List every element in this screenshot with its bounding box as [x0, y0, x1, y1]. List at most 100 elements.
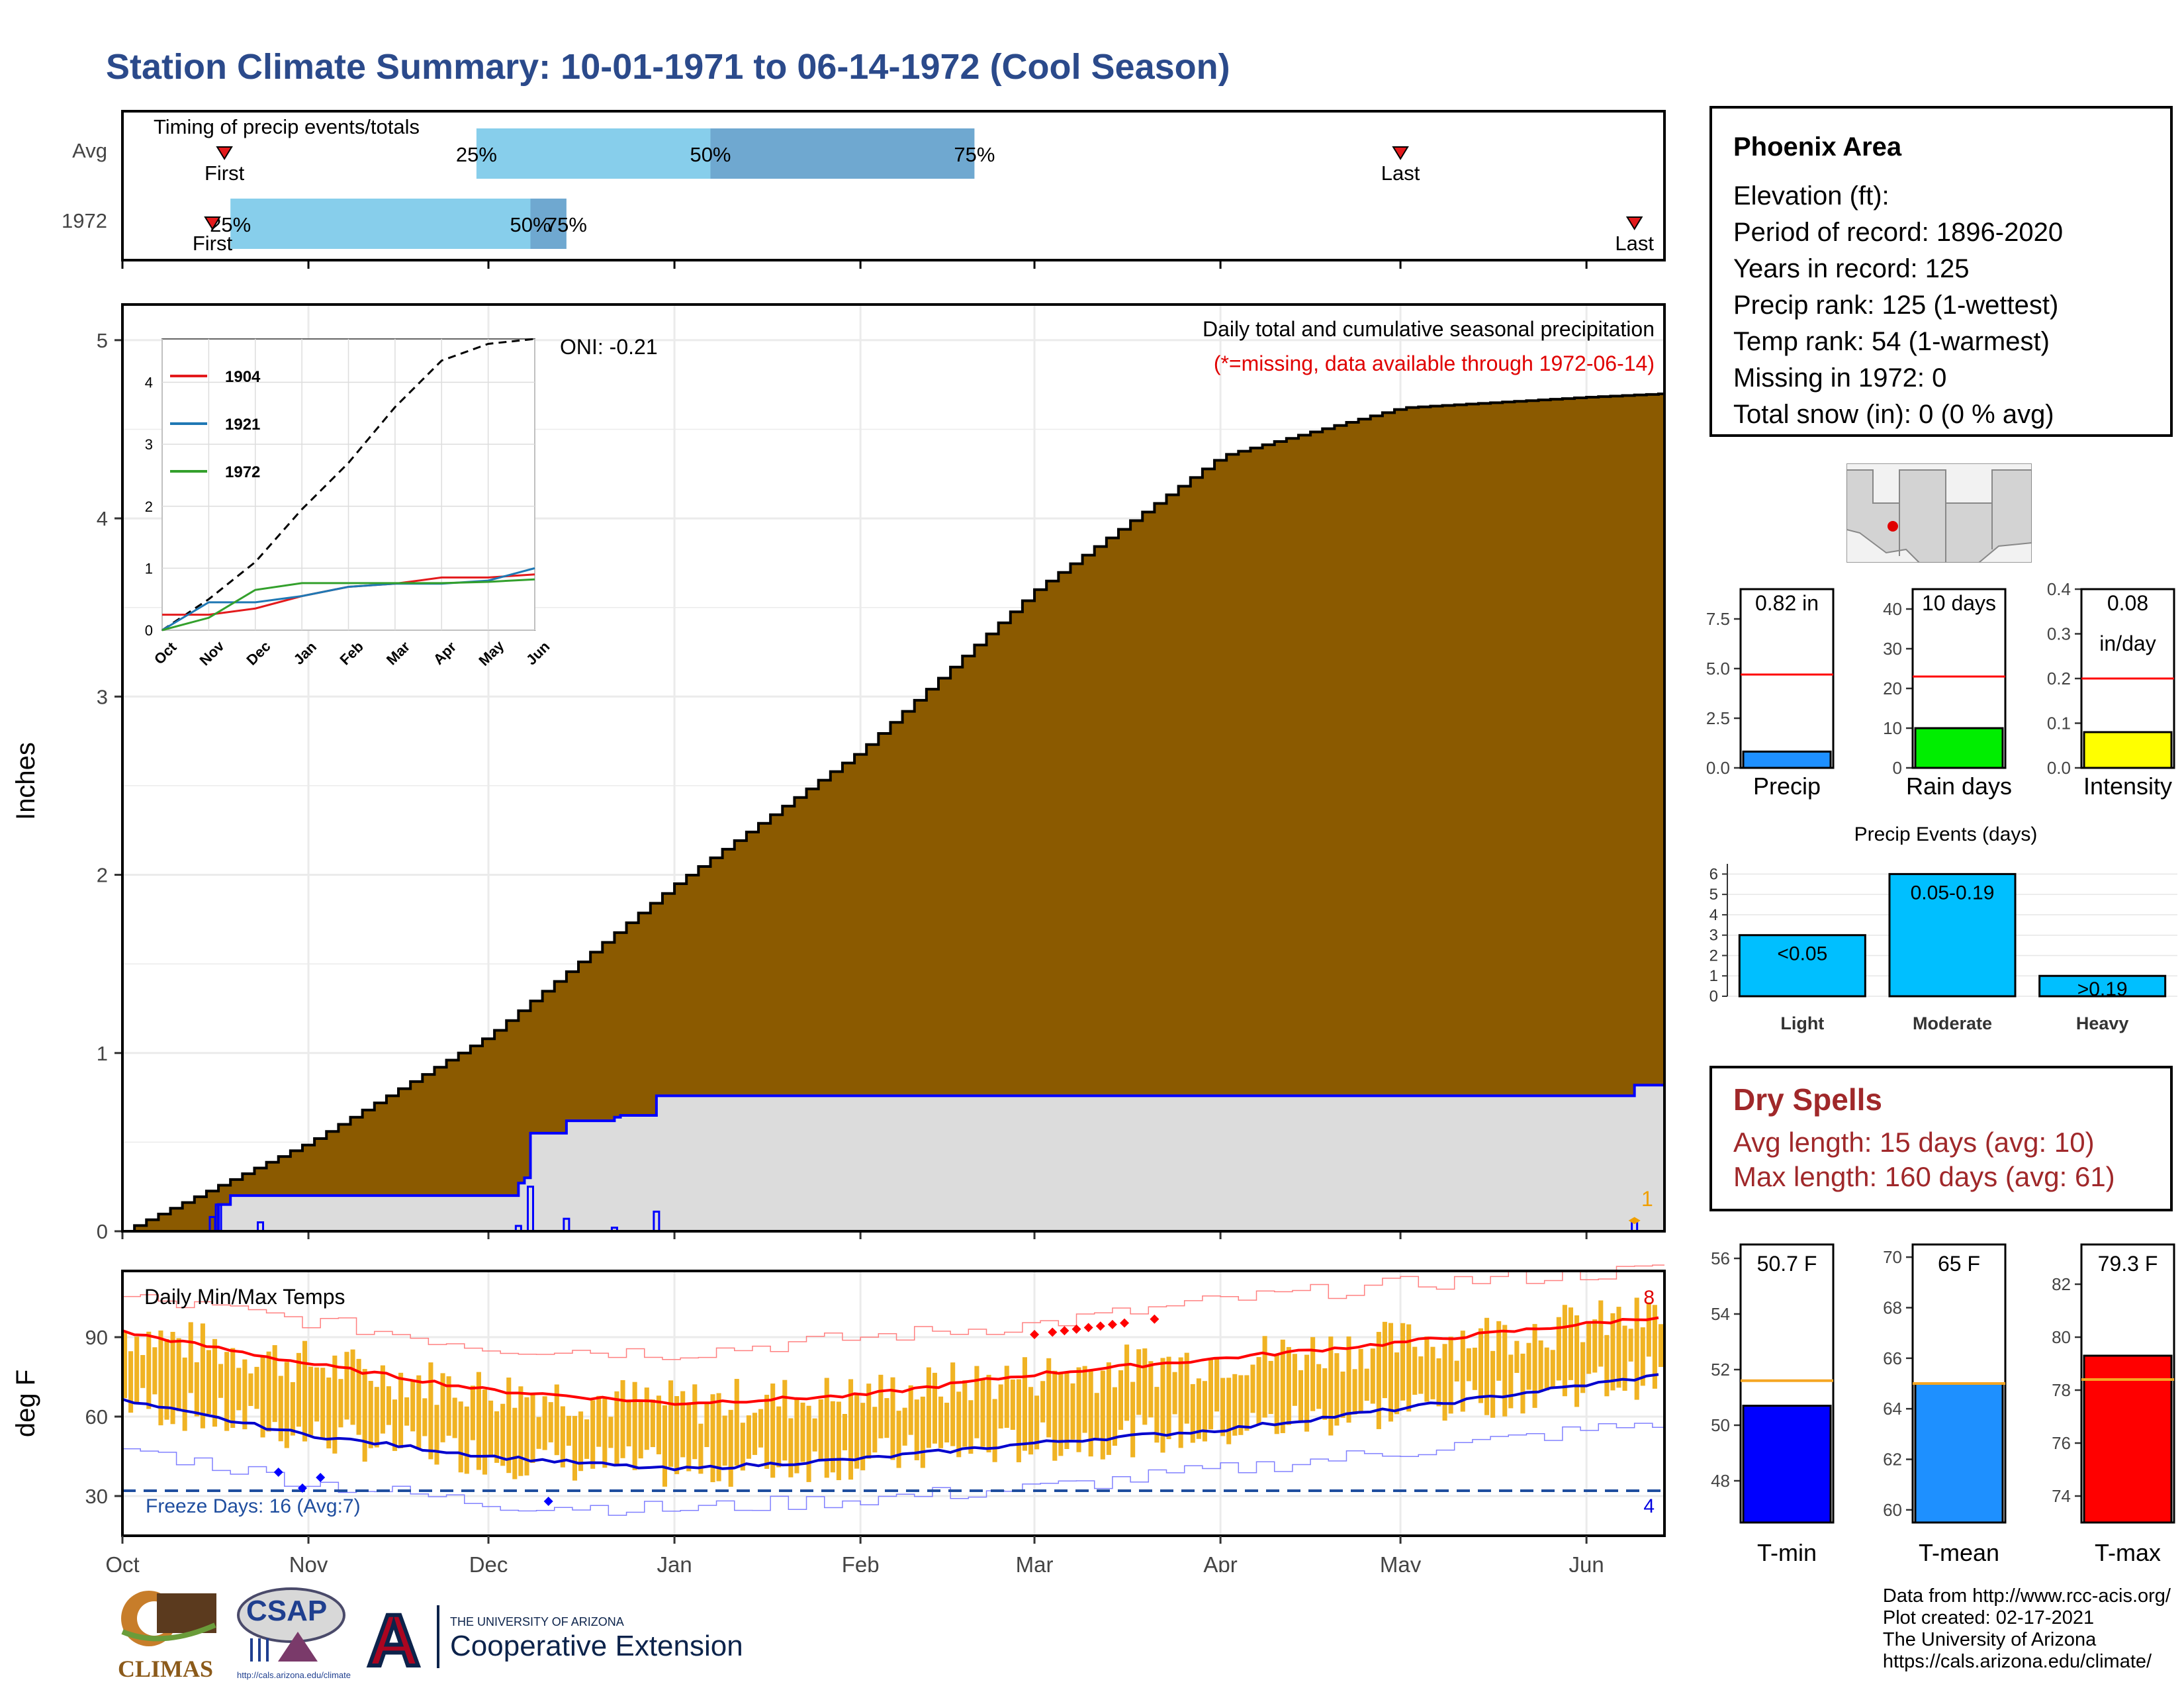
daily-temp-bar [146, 1331, 152, 1409]
row-label-1972: 1972 [62, 209, 107, 232]
row-label-avg: Avg [72, 139, 107, 162]
daily-temp-bar [1544, 1347, 1549, 1391]
csap-wordmark: CSAP [246, 1595, 328, 1627]
record-high-marker-1 [1048, 1327, 1058, 1337]
daily-temp-bar [260, 1356, 265, 1438]
daily-temp-bar [800, 1402, 805, 1462]
dry-spells-avg: Avg length: 15 days (avg: 10) [1733, 1127, 2095, 1158]
period-of-record: Period of record: 1896-2020 [1733, 218, 2064, 247]
daily-temp-bar [1148, 1361, 1154, 1418]
daily-temp-bar [428, 1362, 433, 1460]
events-bar-label-moderate: 0.05-0.19 [1911, 882, 1995, 904]
daily-temp-bar [1094, 1393, 1099, 1440]
intensity-value-label2: in/day [2099, 632, 2156, 655]
daily-temp-bar [1640, 1327, 1645, 1386]
daily-temp-bar [716, 1393, 721, 1481]
daily-temp-bar [1196, 1378, 1201, 1439]
daily-temp-bar [212, 1338, 218, 1427]
daily-temp-bar [1022, 1357, 1027, 1451]
daily-temp-bar [986, 1374, 991, 1453]
avg-cumulative-area [122, 394, 1664, 1232]
daily-temp-bar [590, 1400, 596, 1469]
inset-panel: 0 1 2 3 4 Oct Nov Dec Jan Feb Mar Apr May Jun 1904 192… [145, 338, 553, 669]
daily-temp-bar [884, 1398, 889, 1438]
daily-temp-bar [806, 1405, 811, 1482]
daily-temp-bar [488, 1400, 494, 1457]
daily-temp-bar [122, 1332, 128, 1399]
daily-temp-bar [1058, 1374, 1064, 1456]
locator-map [1846, 463, 2032, 563]
daily-temp-bar [914, 1399, 919, 1460]
daily-temp-bar [860, 1403, 866, 1471]
timing-marker-last-avg [1392, 146, 1409, 160]
timing-bar-50-75-1972 [530, 199, 567, 249]
daily-temp-bar [794, 1399, 799, 1474]
record-high-marker-8 [1150, 1314, 1160, 1324]
daily-temp-bar [758, 1409, 764, 1448]
events-ytick-label: 2 [1709, 947, 1718, 964]
timing-pct-2-avg: 50% [690, 143, 731, 166]
missing-marker [1628, 1217, 1641, 1225]
t_mean-ytick-label: 66 [1883, 1348, 1902, 1368]
daily-temp-bar [1274, 1355, 1279, 1434]
daily-temp-bar [950, 1362, 956, 1446]
inset-legend-label-1921: 1921 [225, 416, 260, 434]
daily-temp-bar [704, 1403, 709, 1448]
record-high-marker-4 [1083, 1323, 1093, 1333]
daily-temp-bar [1040, 1381, 1046, 1423]
daily-temp-bar [1550, 1350, 1555, 1387]
inset-xtick: Dec [243, 638, 273, 669]
daily-temp-bar [1046, 1358, 1052, 1438]
rain_days-ytick-label: 30 [1883, 639, 1902, 659]
daily-temp-bar [602, 1397, 608, 1468]
events-bar-label-light: <0.05 [1777, 943, 1827, 965]
daily-temp-bar [1082, 1366, 1087, 1433]
daily-temp-bar [872, 1407, 878, 1453]
events-bar-light [1738, 934, 1866, 998]
daily-temp-bar [308, 1366, 314, 1436]
t_mean-bar [1914, 1382, 2004, 1524]
daily-temp-bar [290, 1382, 295, 1436]
rain_days-bar [1914, 727, 2004, 769]
t_min-ytick-label: 54 [1711, 1304, 1730, 1324]
inset-legend-label-1972: 1972 [225, 463, 260, 481]
intensity-value-label: 0.08 [2107, 591, 2148, 615]
precip-ytick-label: 1 [97, 1042, 108, 1065]
daily-temp-bar [1124, 1344, 1130, 1421]
daily-temp-bar [1310, 1336, 1316, 1411]
precip-ytick-label: 4 [97, 507, 108, 530]
daily-temp-bar [1088, 1370, 1093, 1457]
daily-temp-bar [1538, 1340, 1543, 1392]
daily-temp-bar [752, 1413, 758, 1455]
daily-temp-bar [248, 1373, 253, 1406]
daily-temp-bar [1574, 1315, 1580, 1407]
timing-label-last-1972: Last [1615, 232, 1654, 255]
t_min-ytick-label: 50 [1711, 1415, 1730, 1435]
daily-temp-bar [566, 1415, 571, 1446]
events-ytick-label: 3 [1709, 927, 1718, 945]
precip-ylabel: Inches [11, 742, 40, 820]
timing-label: Timing of precip events/totals [154, 115, 420, 138]
daily-temp-bar [1298, 1370, 1304, 1421]
rain_days-value-label: 10 days [1922, 591, 1996, 615]
intensity-bar [2083, 731, 2173, 769]
daily-temp-bar [1004, 1366, 1009, 1428]
t_mean-category-label: T-mean [1919, 1539, 1999, 1562]
precip_total-ytick-label: 0.0 [1706, 758, 1730, 778]
missing-count: 1 [1641, 1187, 1653, 1211]
daily-temp-bar [1226, 1378, 1232, 1444]
t_min-ytick-label: 52 [1711, 1360, 1730, 1380]
record-high-count: 8 [1643, 1287, 1655, 1309]
timing-marker-first-1972 [204, 216, 221, 230]
daily-temp-bar [650, 1399, 655, 1448]
daily-temp-bar [1508, 1354, 1514, 1409]
precip-ytick-label: 0 [97, 1220, 108, 1243]
daily-temp-bar [548, 1402, 553, 1442]
daily-temp-bar [578, 1411, 584, 1472]
intensity-category-label: Intensity [2083, 773, 2172, 800]
t_min-category-label: T-min [1757, 1539, 1817, 1562]
daily-temp-bar [1478, 1328, 1484, 1403]
daily-temp-bar [1292, 1354, 1297, 1406]
daily-temp-bar [842, 1413, 848, 1450]
ua-logo: A [361, 1598, 427, 1683]
